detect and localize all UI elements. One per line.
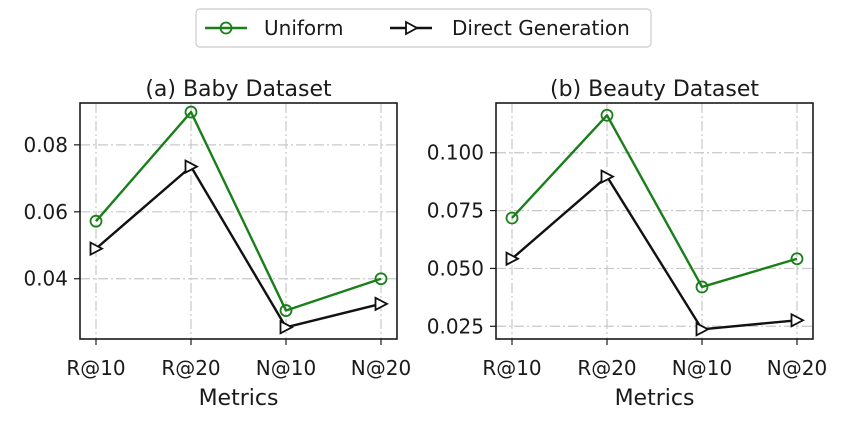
- plot-frame-baby: [79, 102, 398, 340]
- y-tick-label: 0.06: [23, 200, 68, 224]
- y-tick-label: 0.08: [23, 133, 68, 157]
- x-tick-label: R@20: [577, 356, 636, 380]
- x-tick-label: R@20: [161, 356, 220, 380]
- y-tick-label: 0.075: [427, 199, 484, 223]
- chart-title-baby: (a) Baby Dataset: [145, 77, 332, 102]
- data-point-direct-generation: [279, 319, 294, 335]
- chart-title-beauty: (b) Beauty Dataset: [550, 77, 759, 102]
- plot-frame-beauty: [495, 102, 814, 340]
- data-point-uniform: [374, 272, 388, 286]
- series-line-direct-generation: [511, 175, 798, 331]
- x-tick-label: N@20: [767, 356, 827, 380]
- x-axis-label-baby: Metrics: [199, 386, 279, 411]
- chart-panel-beauty: R@10 R@20 N@10 N@20 0.025 0.050 0.075 0.100 (b)…: [427, 77, 827, 411]
- y-tick-label: 0.100: [427, 141, 484, 165]
- series-line-uniform: [511, 114, 798, 289]
- data-point-direct-generation: [89, 241, 104, 257]
- x-tick-label: N@20: [351, 356, 411, 380]
- x-tick-label: N@10: [256, 356, 316, 380]
- data-point-uniform: [184, 105, 198, 119]
- legend-entry-uniform: Uniform: [205, 16, 344, 40]
- data-point-direct-generation: [600, 169, 615, 185]
- x-axis-label-beauty: Metrics: [615, 386, 695, 411]
- x-tick-label: N@10: [672, 356, 732, 380]
- legend: Uniform Direct Generation: [195, 8, 652, 48]
- data-point-uniform: [279, 304, 293, 317]
- data-point-direct-generation: [505, 251, 520, 267]
- data-point-uniform: [790, 252, 804, 266]
- series-line-uniform: [95, 110, 382, 312]
- data-point-direct-generation: [184, 159, 199, 175]
- series-line-direct-generation: [95, 165, 382, 329]
- legend-label-uniform: Uniform: [264, 16, 344, 40]
- x-tick-label: R@10: [482, 356, 541, 380]
- chart-panel-baby: R@10 R@20 N@10 N@20 0.04 0.06 0.08 (a) Baby Da…: [23, 77, 411, 411]
- legend-entry-direct-generation: Direct Generation: [390, 16, 630, 40]
- x-tick-label: R@10: [66, 356, 125, 380]
- data-point-uniform: [600, 108, 614, 122]
- data-point-direct-generation: [374, 296, 389, 312]
- data-point-direct-generation: [695, 321, 710, 337]
- legend-marker-uniform: [219, 21, 233, 35]
- data-point-uniform: [695, 280, 709, 294]
- y-tick-label: 0.04: [23, 267, 68, 291]
- data-point-uniform: [89, 214, 103, 228]
- data-point-direct-generation: [790, 312, 805, 328]
- y-tick-label: 0.050: [427, 256, 484, 280]
- legend-marker-direct-generation: [405, 20, 419, 36]
- legend-label-direct-generation: Direct Generation: [452, 16, 630, 40]
- y-tick-label: 0.025: [427, 314, 484, 338]
- data-point-uniform: [505, 211, 519, 225]
